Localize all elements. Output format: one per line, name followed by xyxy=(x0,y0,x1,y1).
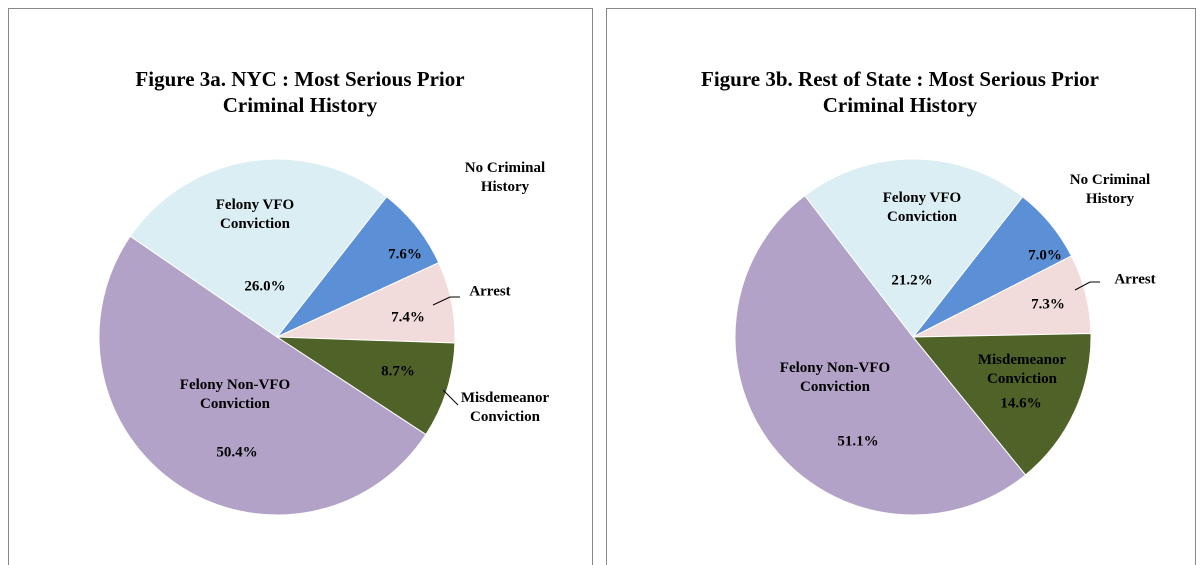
value-label: 21.2% xyxy=(891,272,933,289)
pie-slice xyxy=(98,235,427,516)
chart-panel xyxy=(8,8,593,565)
leader-line xyxy=(1074,281,1100,291)
chart-title: Figure 3a. NYC : Most Serious Prior Crim… xyxy=(135,67,465,117)
leader-line xyxy=(442,389,459,406)
category-label: Felony Non-VFO Conviction xyxy=(179,377,291,412)
value-label: 7.4% xyxy=(391,309,425,326)
value-label: 14.6% xyxy=(1000,395,1042,412)
category-label: No Criminal History xyxy=(1069,172,1151,207)
pie-slice xyxy=(275,336,456,436)
value-label: 50.4% xyxy=(216,444,258,461)
chart-panel xyxy=(606,8,1196,565)
category-label: Misdemeanor Conviction xyxy=(460,390,550,425)
value-label: 7.3% xyxy=(1031,296,1065,313)
category-label: Arrest xyxy=(469,283,511,300)
value-label: 8.7% xyxy=(381,363,415,380)
category-label: Felony VFO Conviction xyxy=(882,190,962,225)
value-label: 26.0% xyxy=(244,278,286,295)
pie-slice xyxy=(734,194,1027,516)
pie-slice xyxy=(911,332,1092,476)
chart-title: Figure 3b. Rest of State : Most Serious … xyxy=(701,67,1099,117)
category-label: Arrest xyxy=(1114,271,1156,288)
category-label: No Criminal History xyxy=(464,160,546,195)
category-label: Felony Non-VFO Conviction xyxy=(779,360,891,395)
value-label: 51.1% xyxy=(837,433,879,450)
category-label: Misdemeanor Conviction xyxy=(977,352,1067,387)
value-label: 7.6% xyxy=(388,246,422,263)
value-label: 7.0% xyxy=(1028,247,1062,264)
category-label: Felony VFO Conviction xyxy=(215,197,295,232)
pie-slice xyxy=(129,158,388,338)
pie-slice xyxy=(804,158,1024,338)
leader-line xyxy=(432,296,460,306)
